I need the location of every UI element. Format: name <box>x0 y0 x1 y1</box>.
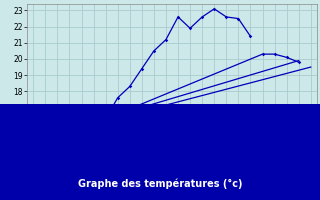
Text: Graphe des températures (°c): Graphe des températures (°c) <box>78 179 242 189</box>
